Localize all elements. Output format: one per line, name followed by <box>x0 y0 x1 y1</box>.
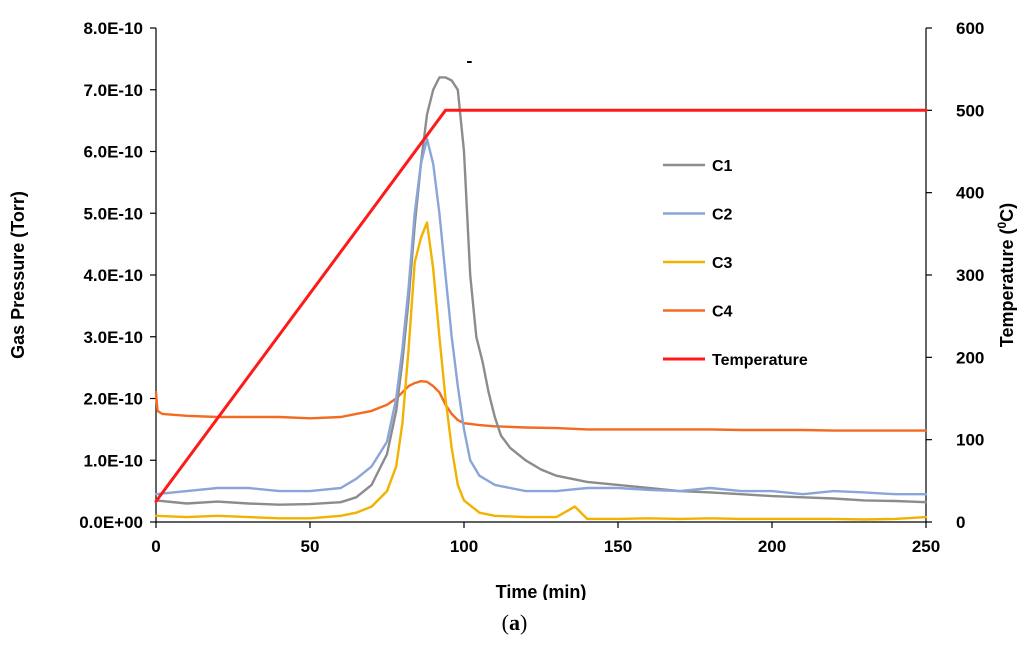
legend-label-temperature: Temperature <box>712 352 808 369</box>
series-layer <box>154 61 928 521</box>
caption-letter: a <box>509 610 520 635</box>
y2-tick-label: 0 <box>956 513 965 532</box>
series-line-c1 <box>154 76 928 506</box>
legend: C1 C2 C3 C4 Temperature <box>663 158 808 369</box>
y-tick-label: 0.0E+00 <box>79 513 143 532</box>
legend-label-c3: C3 <box>712 255 733 272</box>
y2-tick-label: 200 <box>956 348 984 367</box>
y-tick-label: 4.0E-10 <box>83 266 143 285</box>
x-tick-label: 100 <box>450 537 478 556</box>
axes-layer: 0 50 100 150 200 250 0.0E+00 1.0E-10 2.0E-10 3.0E… <box>79 19 984 556</box>
x-axis-title: Time (min) <box>496 582 587 600</box>
chart-svg: 0 50 100 150 200 250 0.0E+00 1.0E-10 2.0E-10 3.0E… <box>8 19 1017 602</box>
y-tick-label: 3.0E-10 <box>83 328 143 347</box>
x-tick-label: 50 <box>301 537 320 556</box>
x-tick-label: 150 <box>604 537 632 556</box>
y-tick-label: 1.0E-10 <box>83 451 143 470</box>
y2-axis-title: Temperature (0C) <box>995 203 1017 347</box>
y-tick-label: 5.0E-10 <box>83 204 143 223</box>
y2-axis-title-end: C) <box>997 203 1017 222</box>
y-tick-label: 2.0E-10 <box>83 390 143 409</box>
series-line-c4 <box>154 380 928 432</box>
y2-tick-label: 500 <box>956 101 984 120</box>
series-line-temperature <box>154 108 928 503</box>
y2-tick-label: 400 <box>956 184 984 203</box>
legend-label-c4: C4 <box>712 304 733 321</box>
x-tick-label: 200 <box>758 537 786 556</box>
y2-axis-title-main: Temperature ( <box>997 228 1017 347</box>
x-tick-label: 0 <box>151 537 160 556</box>
x-tick-label: 250 <box>912 537 940 556</box>
y-axis-title: Gas Pressure (Torr) <box>8 191 28 359</box>
y-tick-label: 6.0E-10 <box>83 143 143 162</box>
y2-tick-label: 300 <box>956 266 984 285</box>
series-line-c3 <box>154 221 928 521</box>
y2-tick-label: 600 <box>956 19 984 38</box>
y-tick-label: 8.0E-10 <box>83 19 143 38</box>
legend-label-c2: C2 <box>712 207 733 224</box>
figure-caption: (a) <box>501 610 528 635</box>
legend-label-c1: C1 <box>712 158 733 175</box>
series-line-c2 <box>154 137 928 496</box>
y-tick-label: 7.0E-10 <box>83 81 143 100</box>
y2-tick-label: 100 <box>956 431 984 450</box>
y2-axis-title-sup: 0 <box>995 221 1009 228</box>
